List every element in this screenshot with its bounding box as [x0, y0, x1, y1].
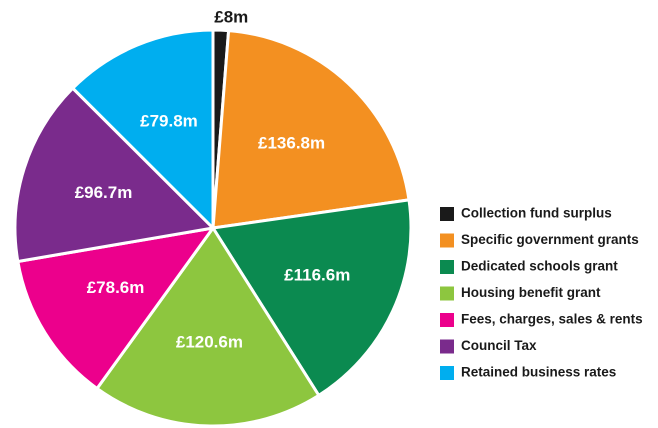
pie-slice: [13, 86, 217, 264]
legend-label: Dedicated schools grant: [461, 259, 618, 274]
pie-slice: [16, 225, 217, 391]
value-label: £136.8m: [258, 134, 325, 153]
value-label: £8m: [214, 8, 248, 27]
pie-slice: [94, 225, 321, 428]
legend-swatch: [440, 260, 454, 274]
legend-label: Collection fund surplus: [461, 206, 612, 221]
legend-swatch: [440, 286, 454, 301]
legend-swatch: [440, 366, 454, 380]
legend-label: Council Tax: [461, 338, 537, 353]
pie-slice: [210, 198, 413, 398]
legend-swatch: [440, 313, 454, 327]
legend-swatch: [440, 339, 454, 354]
value-label: £78.6m: [87, 278, 145, 297]
pie-slice: [211, 29, 411, 230]
legend-swatch: [440, 207, 454, 221]
legend-label: Specific government grants: [461, 232, 639, 247]
pie-slice: [70, 28, 215, 232]
value-label: £96.7m: [75, 183, 133, 202]
legend-label: Fees, charges, sales & rents: [461, 312, 643, 327]
legend-label: Retained business rates: [461, 365, 616, 380]
legend-swatch: [440, 233, 454, 248]
value-label: £79.8m: [140, 111, 198, 130]
value-label: £116.6m: [284, 266, 350, 285]
legend-label: Housing benefit grant: [461, 285, 601, 300]
value-label: £120.6m: [176, 332, 243, 351]
